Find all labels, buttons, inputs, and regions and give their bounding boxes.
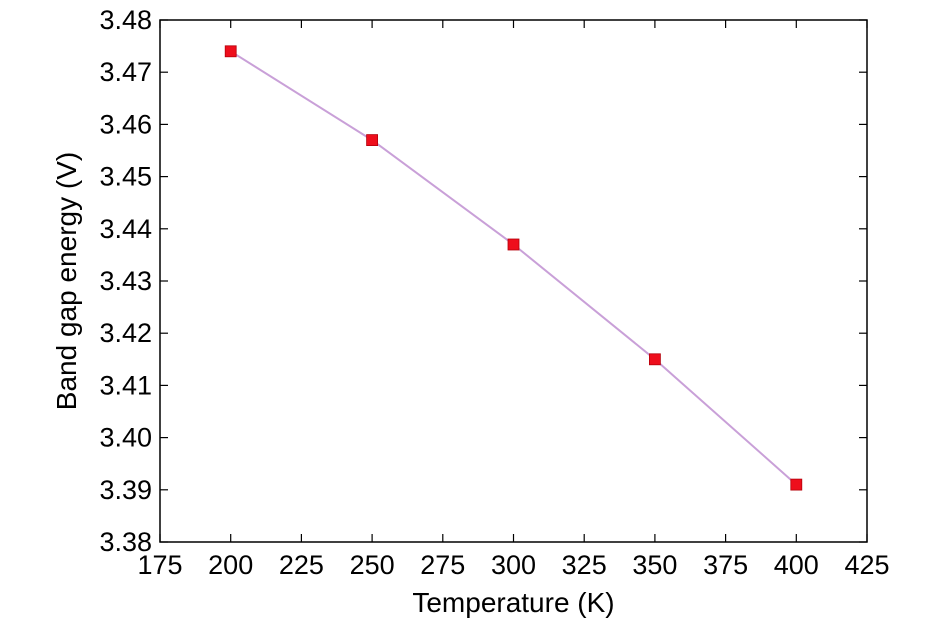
data-point — [366, 134, 379, 147]
x-tick-label: 225 — [279, 550, 324, 580]
x-tick-label: 350 — [632, 550, 677, 580]
y-tick-label: 3.42 — [99, 318, 152, 348]
x-tick-label: 200 — [208, 550, 253, 580]
y-tick-label: 3.43 — [99, 266, 152, 296]
data-point — [507, 238, 520, 251]
data-point — [790, 478, 803, 491]
y-tick-label: 3.48 — [99, 5, 152, 35]
x-axis-title: Temperature (K) — [412, 587, 614, 618]
y-axis-title: Band gap energy (V) — [51, 152, 82, 410]
y-tick-label: 3.40 — [99, 423, 152, 453]
y-tick-label: 3.44 — [99, 214, 152, 244]
x-tick-label: 275 — [420, 550, 465, 580]
y-axis-ticks: 3.38 3.39 3.40 3.41 3.42 3.43 3.44 3.45 3.46 3.47… — [99, 5, 867, 557]
data-point — [224, 45, 237, 58]
y-tick-label: 3.41 — [99, 370, 152, 400]
x-tick-label: 375 — [703, 550, 748, 580]
y-tick-label: 3.39 — [99, 475, 152, 505]
series-layer — [224, 45, 803, 491]
y-tick-label: 3.45 — [99, 162, 152, 192]
x-axis-ticks: 175 200 225 250 275 300 325 350 375 400 425 — [137, 20, 890, 580]
x-tick-label: 300 — [491, 550, 536, 580]
y-tick-label: 3.46 — [99, 109, 152, 139]
y-tick-label: 3.38 — [99, 527, 152, 557]
x-tick-label: 325 — [562, 550, 607, 580]
y-tick-label: 3.47 — [99, 57, 152, 87]
x-tick-label: 175 — [137, 550, 182, 580]
x-tick-label: 425 — [844, 550, 889, 580]
data-point — [649, 353, 661, 366]
x-tick-label: 400 — [774, 550, 819, 580]
x-tick-label: 250 — [350, 550, 395, 580]
plot-frame — [159, 19, 868, 543]
